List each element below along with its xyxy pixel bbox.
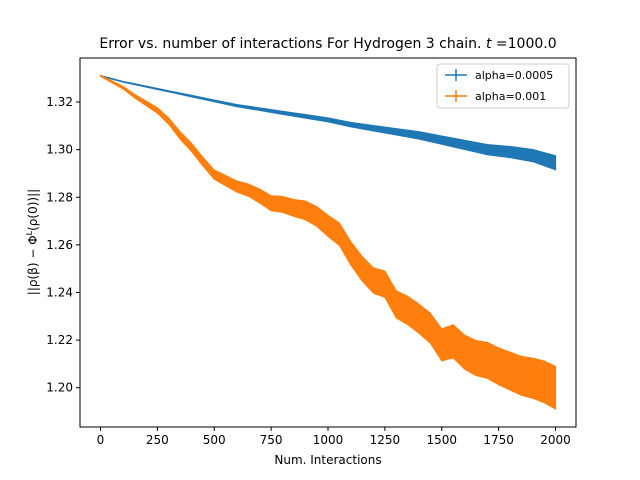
y-tick-label: 1.22	[46, 333, 73, 347]
series-line-alpha-0-0005	[100, 75, 556, 164]
x-tick-label: 2000	[540, 433, 571, 447]
legend-label-alpha-0005: alpha=0.0005	[475, 69, 553, 82]
x-tick-label: 250	[146, 433, 169, 447]
legend-item-alpha-0005: alpha=0.0005	[445, 69, 553, 82]
x-tick-label: 1750	[483, 433, 514, 447]
series-alpha-0-0005	[99, 74, 557, 171]
series-alpha-0-001	[99, 74, 557, 410]
y-tick-label: 1.24	[46, 285, 73, 299]
legend: alpha=0.0005 alpha=0.001	[436, 63, 570, 109]
x-tick-label: 0	[97, 433, 105, 447]
x-axis-label: Num. Interactions	[274, 453, 381, 467]
x-tick-label: 1500	[426, 433, 457, 447]
x-tick-label: 1250	[370, 433, 401, 447]
y-axis-label: ||ρ(β) − ΦL(ρ(0))||	[25, 189, 40, 295]
y-tick-label: 1.26	[46, 238, 73, 252]
x-tick-label: 750	[260, 433, 283, 447]
x-tick-label: 1000	[313, 433, 344, 447]
series-line-alpha-0-001	[100, 75, 556, 389]
legend-box	[436, 63, 570, 109]
y-axis-ticks: 1.20 1.22 1.24 1.26 1.28 1.30 1.32	[46, 95, 80, 395]
chart-title: Error vs. number of interactions For Hyd…	[99, 36, 556, 52]
legend-label-alpha-001: alpha=0.001	[475, 90, 546, 103]
y-tick-label: 1.30	[46, 143, 73, 157]
x-axis-ticks: 0 250 500 750 1000 1250 1500 1750 2000	[97, 427, 571, 447]
series-layer	[99, 74, 557, 410]
y-tick-label: 1.20	[46, 381, 73, 395]
legend-item-alpha-001: alpha=0.001	[445, 90, 546, 103]
x-tick-label: 500	[203, 433, 226, 447]
y-tick-label: 1.32	[46, 95, 73, 109]
y-tick-label: 1.28	[46, 190, 73, 204]
